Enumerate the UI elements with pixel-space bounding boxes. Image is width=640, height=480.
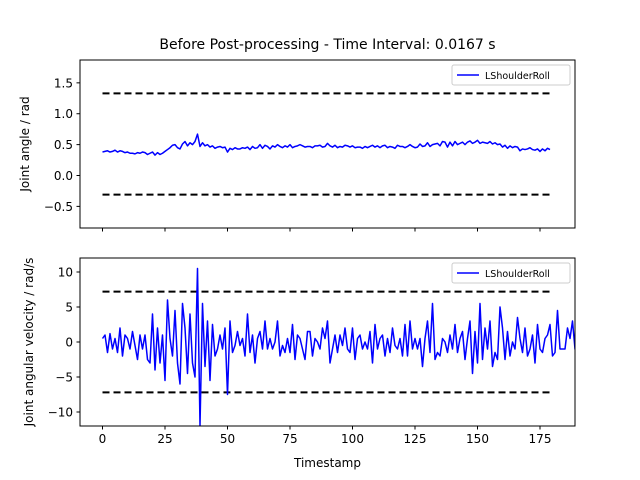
y-tick-label: 10 xyxy=(58,266,73,280)
axes-frame xyxy=(79,59,576,229)
series-line-LShoulderRoll xyxy=(101,267,575,426)
x-axis-label: Timestamp xyxy=(293,456,361,470)
x-tick-label: 25 xyxy=(157,432,172,446)
legend-entry: LShoulderRoll xyxy=(485,71,550,82)
x-tick-label: 0 xyxy=(99,432,107,446)
y-tick-label: 1.5 xyxy=(54,76,73,90)
y-tick-label: 0 xyxy=(65,336,73,350)
legend-box xyxy=(451,64,571,86)
x-tick-label: 100 xyxy=(341,432,364,446)
y-axis-label: Joint angle / rad xyxy=(18,96,32,192)
y-tick-label: −5 xyxy=(55,371,73,385)
series-line-LShoulderRoll xyxy=(102,133,551,156)
joint-angle-subplot: −0.5 0.0 0.5 1.0 1.5 Joint angle / rad LShould… xyxy=(18,59,576,232)
x-tick-label: 150 xyxy=(466,432,489,446)
y-tick-label: 0.0 xyxy=(54,169,73,183)
x-tick-label: 50 xyxy=(220,432,235,446)
x-tick-label: 125 xyxy=(404,432,427,446)
x-tick-label: 75 xyxy=(282,432,297,446)
joint-angular-velocity-subplot: 0 25 50 75 100 125 150 175 −10 −5 0 5 10 Joint angula… xyxy=(22,257,576,470)
legend-entry: LShoulderRoll xyxy=(485,269,550,280)
y-axis-label: Joint angular velocity / rad/s xyxy=(22,258,36,428)
figure-title: Before Post-processing - Time Interval: … xyxy=(159,37,495,53)
y-tick-label: 5 xyxy=(65,301,73,315)
y-tick-label: −10 xyxy=(48,406,73,420)
legend: LShoulderRoll xyxy=(451,64,571,86)
legend: LShoulderRoll xyxy=(451,262,571,284)
x-tick-label: 175 xyxy=(529,432,552,446)
y-tick-label: 1.0 xyxy=(54,107,73,121)
y-tick-label: −0.5 xyxy=(44,200,73,214)
y-tick-label: 0.5 xyxy=(54,138,73,152)
legend-box xyxy=(451,262,571,284)
